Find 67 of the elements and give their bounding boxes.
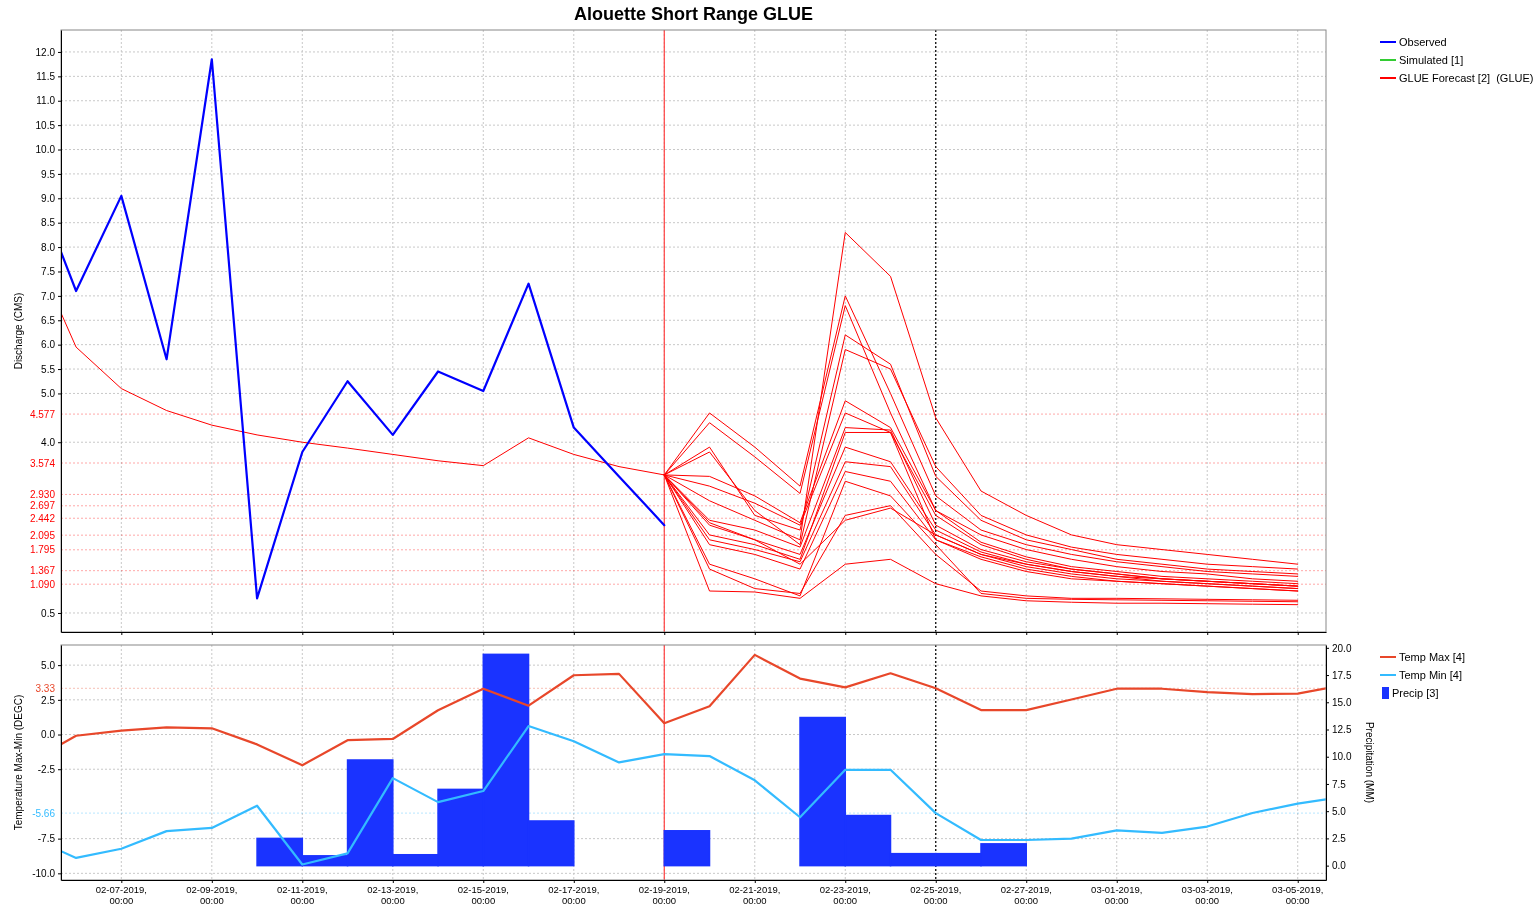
y2-tick-label: 20.0: [1332, 642, 1352, 654]
ref-line-label: 3.33: [35, 682, 56, 694]
x-tick-label: 02-07-2019, 00:00: [95, 883, 147, 906]
y-tick-label: 7.5: [41, 266, 56, 278]
x-tick-label: 02-09-2019, 00:00: [186, 883, 238, 906]
ref-line-label: 2.697: [29, 500, 56, 512]
ref-line-label: 2.442: [29, 512, 56, 524]
x-tick-label: 02-17-2019, 00:00: [548, 883, 600, 906]
y2-tick-label: 7.5: [1332, 778, 1347, 790]
y-axis-title: Discharge (CMS): [13, 292, 24, 370]
y-tick-label: 11.0: [36, 95, 56, 107]
x-tick-label: 02-25-2019, 00:00: [910, 883, 962, 906]
ref-line-label: 3.574: [29, 457, 56, 469]
y2-axis-title: Precipitation (MM): [1364, 721, 1375, 804]
chart-title: Alouette Short Range GLUE: [573, 4, 814, 24]
x-tick-label: 02-27-2019, 00:00: [1000, 883, 1052, 906]
y-tick-label: 5.5: [41, 363, 56, 375]
y2-tick-label: 17.5: [1332, 669, 1352, 681]
y-tick-label: 10.5: [35, 119, 56, 131]
y2-tick-label: 0.0: [1332, 860, 1347, 872]
ref-line-label: 1.367: [29, 565, 56, 577]
y-axis-title: Temperature Max-Min (DEGC): [13, 694, 24, 831]
y-tick-label: 8.5: [41, 217, 56, 229]
y-tick-label: 8.0: [41, 241, 56, 253]
y2-tick-label: 10.0: [1332, 751, 1352, 763]
x-tick-label: 02-19-2019, 00:00: [638, 883, 690, 906]
ref-line-label: 2.930: [29, 488, 56, 500]
x-tick-label: 02-23-2019, 00:00: [819, 883, 871, 906]
ref-line-label: 2.095: [29, 529, 56, 541]
y-tick-label: -10.0: [32, 868, 56, 880]
y-tick-label: -2.5: [37, 763, 56, 775]
ref-line-label: 1.090: [29, 578, 56, 590]
legend-label: Temp Max [4]: [1399, 650, 1466, 663]
legend-label: GLUE Forecast [2] (GLUE): [1399, 71, 1534, 84]
x-tick-label: 02-13-2019, 00:00: [367, 883, 419, 906]
ref-line-label: 1.795: [29, 544, 56, 556]
legend-label: Precip [3]: [1392, 686, 1439, 699]
y-tick-label: 0.5: [41, 607, 56, 619]
y-tick-label: 9.0: [41, 193, 56, 205]
x-tick-label: 02-21-2019, 00:00: [729, 883, 781, 906]
legend-label: Temp Min [4]: [1399, 668, 1462, 681]
y-tick-label: 6.5: [41, 314, 56, 326]
y-tick-label: 10.0: [35, 144, 56, 156]
y-tick-label: 4.0: [41, 436, 56, 448]
y-tick-label: 2.5: [41, 694, 56, 706]
ref-line-label: 4.577: [29, 408, 56, 420]
ref-line-label: -5.66: [32, 807, 56, 819]
y2-tick-label: 5.0: [1332, 805, 1347, 817]
x-tick-label: 03-05-2019, 00:00: [1272, 883, 1324, 906]
y-tick-label: 9.5: [41, 168, 56, 180]
y2-tick-label: 15.0: [1332, 696, 1352, 708]
y-tick-label: -7.5: [37, 833, 56, 845]
y2-tick-label: 12.5: [1332, 724, 1352, 736]
y2-tick-label: 2.5: [1332, 833, 1347, 845]
y-tick-label: 12.0: [35, 46, 56, 58]
x-tick-label: 02-11-2019, 00:00: [277, 883, 328, 906]
y-tick-label: 5.0: [41, 388, 56, 400]
legend-label: Simulated [1]: [1399, 53, 1464, 66]
legend-label: Observed: [1399, 35, 1447, 48]
x-tick-label: 03-03-2019, 00:00: [1181, 883, 1233, 906]
y-tick-label: 6.0: [41, 339, 56, 351]
x-tick-label: 03-01-2019, 00:00: [1091, 883, 1143, 906]
x-tick-label: 02-15-2019, 00:00: [457, 883, 509, 906]
y-tick-label: 11.5: [36, 71, 56, 83]
y-tick-label: 0.0: [41, 729, 56, 741]
y-tick-label: 5.0: [41, 659, 56, 671]
y-tick-label: 7.0: [41, 290, 56, 302]
